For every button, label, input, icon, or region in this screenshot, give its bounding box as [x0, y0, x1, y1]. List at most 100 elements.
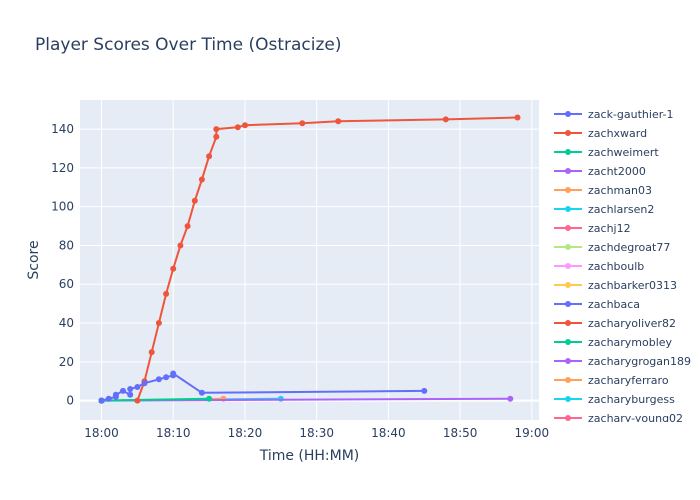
legend-marker [565, 282, 571, 288]
legend-marker [565, 111, 571, 117]
legend-marker [565, 244, 571, 250]
data-point [421, 387, 428, 394]
legend-label: zachweimert [588, 146, 659, 159]
series-zack-gauthier-1 [98, 370, 428, 404]
data-point [198, 176, 205, 183]
data-point [134, 397, 141, 404]
legend-item[interactable]: zachman03 [554, 184, 652, 197]
legend-item[interactable]: zachboulb [554, 260, 644, 273]
y-tick-label: 40 [59, 316, 74, 330]
legend-item[interactable]: zack-gauthier-1 [554, 108, 674, 121]
legend[interactable]: zack-gauthier-1 zachxward zachweimert zacht… [554, 108, 691, 425]
data-point [163, 290, 170, 297]
legend-marker [565, 339, 571, 345]
tick-labels: 0 20 40 60 80 100 120 140 18:00 18:10 18:20 18:30 18… [51, 122, 549, 440]
legend-item[interactable]: zacharyoliver82 [554, 317, 676, 330]
series-layer [98, 114, 521, 404]
data-point [170, 265, 177, 272]
legend-label: zachj12 [588, 222, 631, 235]
legend-item[interactable]: zachdegroat77 [554, 241, 670, 254]
legend-item[interactable]: zacharymobley [554, 336, 673, 349]
data-point [442, 116, 449, 123]
legend-marker [565, 415, 571, 421]
data-point [191, 197, 198, 204]
legend-item[interactable]: zachbaca [554, 298, 640, 311]
legend-item[interactable]: zachlarsen2 [554, 203, 654, 216]
data-point [335, 118, 342, 125]
data-point [198, 389, 205, 396]
data-point [112, 391, 119, 398]
data-point [141, 380, 148, 387]
x-tick-label: 18:50 [443, 426, 478, 440]
data-point [184, 223, 191, 230]
y-tick-label: 60 [59, 277, 74, 291]
data-point [127, 391, 134, 398]
data-point [98, 397, 105, 404]
y-tick-label: 100 [51, 200, 74, 214]
legend-label: zacharymobley [588, 336, 673, 349]
data-point [206, 153, 213, 160]
data-point [155, 376, 162, 383]
legend-marker [565, 187, 571, 193]
data-point [206, 395, 213, 402]
x-tick-label: 18:40 [371, 426, 406, 440]
legend-label: zachxward [588, 127, 647, 140]
legend-marker [565, 320, 571, 326]
legend-marker [565, 225, 571, 231]
data-point [514, 114, 521, 121]
x-tick-label: 19:00 [515, 426, 550, 440]
data-point [242, 122, 248, 129]
legend-item[interactable]: zacharyferraro [554, 374, 669, 387]
legend-item[interactable]: zacharyburgess [554, 393, 675, 406]
data-point [177, 242, 184, 249]
data-point [155, 320, 162, 326]
legend-label: zachboulb [588, 260, 644, 273]
legend-marker [565, 168, 571, 174]
data-point [507, 395, 514, 402]
y-tick-label: 20 [59, 355, 74, 369]
data-point [170, 370, 177, 377]
x-tick-label: 18:00 [84, 426, 119, 440]
legend-label: zachdegroat77 [588, 241, 670, 254]
legend-label: zacharyoliver82 [588, 317, 676, 330]
y-tick-label: 120 [51, 161, 74, 175]
chart-title: Player Scores Over Time (Ostracize) [35, 35, 342, 55]
legend-item[interactable]: zachweimert [554, 146, 659, 159]
legend-marker [565, 358, 571, 364]
legend-item[interactable]: zachxward [554, 127, 647, 140]
data-point [213, 133, 220, 140]
x-tick-label: 18:10 [156, 426, 191, 440]
legend-marker [565, 301, 571, 307]
legend-item[interactable]: zachbarker0313 [554, 279, 677, 292]
data-point [299, 120, 306, 127]
data-point [120, 387, 126, 394]
data-point [277, 395, 284, 402]
y-tick-label: 80 [59, 238, 74, 252]
plot-area [80, 100, 539, 420]
legend-label: zacht2000 [588, 165, 646, 178]
data-point [163, 374, 170, 381]
legend-item[interactable]: zacharygrogan189 [554, 355, 691, 368]
y-tick-label: 140 [51, 122, 74, 136]
x-tick-label: 18:20 [228, 426, 263, 440]
legend-marker [565, 263, 571, 269]
data-point [213, 126, 220, 133]
data-point [234, 124, 241, 131]
y-tick-label: 0 [66, 394, 74, 408]
grid [80, 100, 539, 420]
legend-marker [565, 149, 571, 155]
legend-label: zachman03 [588, 184, 652, 197]
legend-label: zacharygrogan189 [588, 355, 691, 368]
legend-marker [565, 130, 571, 136]
legend-label: zachary-young02 [588, 412, 683, 425]
legend-label: zachbarker0313 [588, 279, 677, 292]
legend-marker [565, 206, 571, 212]
legend-item[interactable]: zacht2000 [554, 165, 646, 178]
data-point [105, 395, 112, 402]
legend-item[interactable]: zachj12 [554, 222, 631, 235]
legend-item[interactable]: zachary-young02 [554, 412, 683, 425]
x-axis-title: Time (HH:MM) [259, 448, 360, 464]
legend-label: zacharyferraro [588, 374, 669, 387]
x-tick-label: 18:30 [299, 426, 334, 440]
series-line [101, 397, 210, 402]
